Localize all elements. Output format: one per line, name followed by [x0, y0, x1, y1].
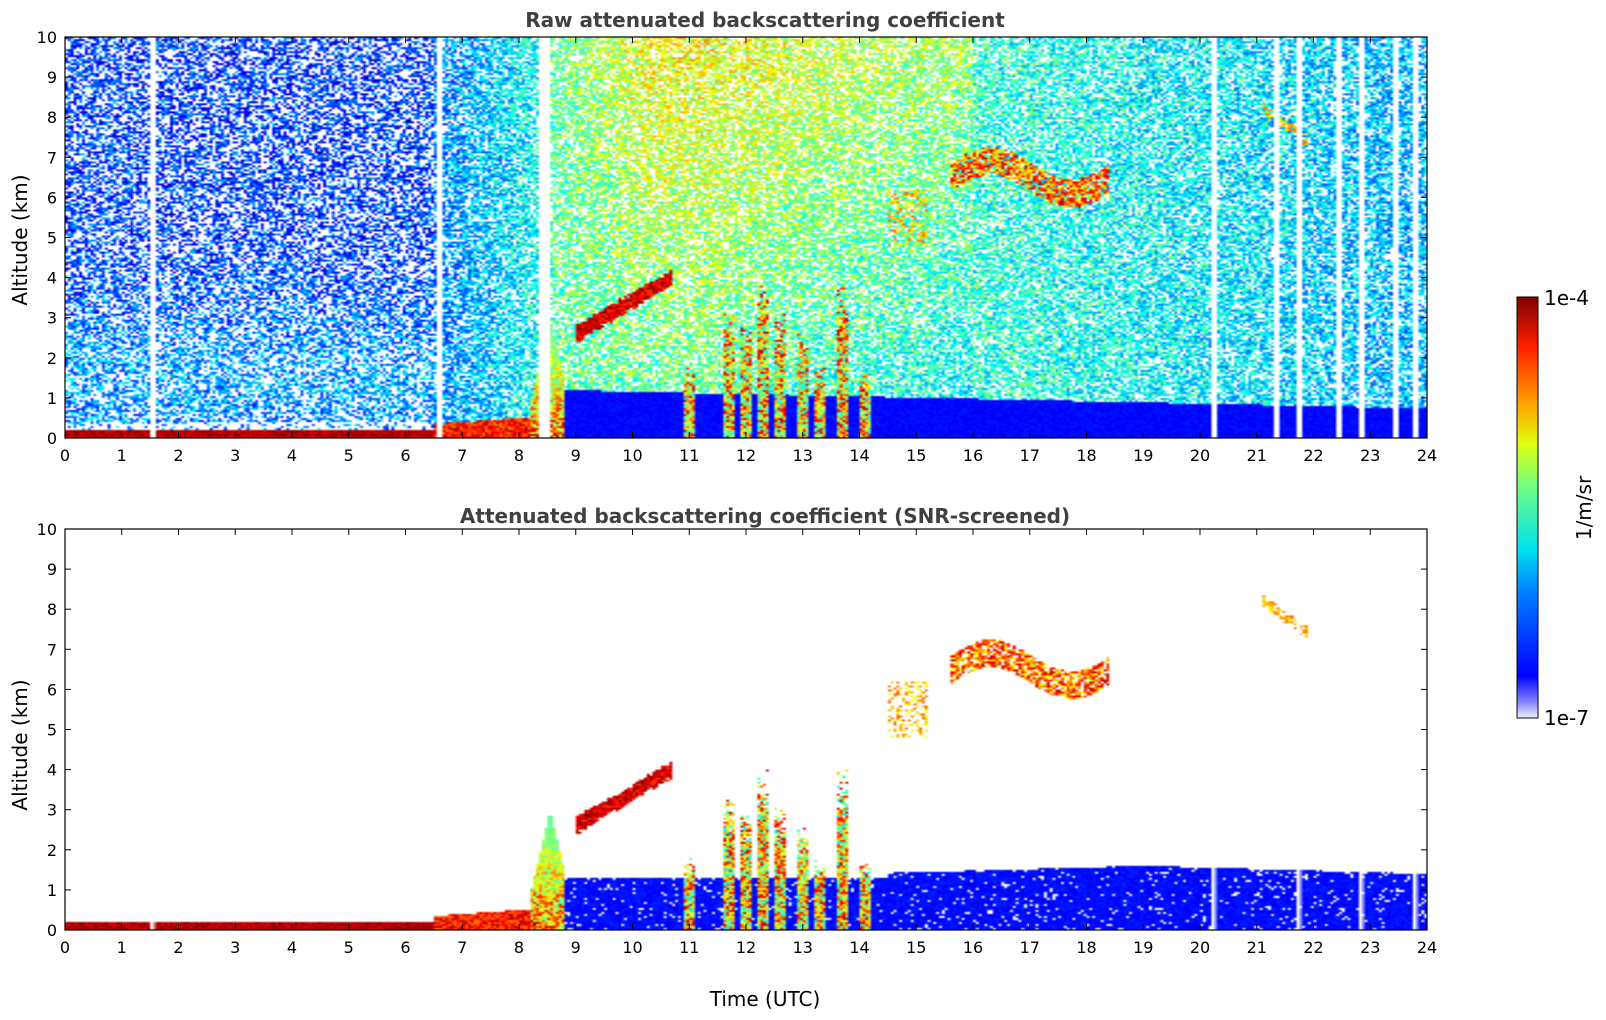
bottom-x-tick-label: 12	[736, 938, 756, 957]
top-x-tick-label: 17	[1020, 446, 1040, 465]
bottom-x-tick-label: 8	[514, 938, 524, 957]
top-y-tick-label: 2	[47, 349, 57, 368]
bottom-x-tick-label: 11	[679, 938, 699, 957]
top-x-tick-label: 10	[622, 446, 642, 465]
top-y-tick-label: 10	[37, 28, 57, 47]
bottom-chart-title: Attenuated backscattering coefficient (S…	[460, 504, 1070, 528]
top-x-tick-label: 11	[679, 446, 699, 465]
top-x-tick-label: 5	[344, 446, 354, 465]
top-chart-title: Raw attenuated backscattering coefficien…	[525, 8, 1005, 32]
bottom-y-tick-label: 4	[47, 761, 57, 780]
bottom-x-tick-label: 23	[1360, 938, 1380, 957]
top-x-tick-label: 8	[514, 446, 524, 465]
top-x-tick-label: 0	[60, 446, 70, 465]
colorbar-max-label: 1e-4	[1544, 286, 1589, 310]
top-y-tick-label: 9	[47, 68, 57, 87]
bottom-x-tick-label: 13	[793, 938, 813, 957]
colorbar	[1516, 296, 1539, 719]
bottom-x-tick-label: 14	[849, 938, 869, 957]
bottom-x-tick-label: 4	[287, 938, 297, 957]
top-y-tick-label: 5	[47, 229, 57, 248]
bottom-x-tick-label: 20	[1190, 938, 1210, 957]
top-x-tick-label: 2	[173, 446, 183, 465]
bottom-y-tick-label: 7	[47, 640, 57, 659]
top-y-tick-label: 3	[47, 309, 57, 328]
bottom-y-tick-label: 5	[47, 721, 57, 740]
bottom-x-tick-label: 2	[173, 938, 183, 957]
bottom-x-tick-label: 21	[1247, 938, 1267, 957]
bottom-x-tick-label: 22	[1303, 938, 1323, 957]
top-x-tick-label: 7	[457, 446, 467, 465]
bottom-y-tick-label: 3	[47, 801, 57, 820]
top-y-tick-label: 1	[47, 389, 57, 408]
bottom-x-tick-label: 24	[1417, 938, 1437, 957]
top-x-tick-label: 22	[1303, 446, 1323, 465]
top-x-tick-label: 16	[963, 446, 983, 465]
bottom-x-tick-label: 15	[906, 938, 926, 957]
bottom-y-tick-label: 10	[37, 520, 57, 539]
bottom-x-tick-label: 1	[117, 938, 127, 957]
bottom-x-tick-label: 18	[1076, 938, 1096, 957]
bottom-x-tick-label: 10	[622, 938, 642, 957]
bottom-y-tick-label: 1	[47, 881, 57, 900]
bottom-x-tick-label: 7	[457, 938, 467, 957]
bottom-y-tick-label: 6	[47, 680, 57, 699]
top-y-axis-label: Altitude (km)	[8, 174, 32, 305]
top-x-tick-label: 9	[571, 446, 581, 465]
bottom-x-tick-label: 9	[571, 938, 581, 957]
top-x-tick-label: 18	[1076, 446, 1096, 465]
bottom-x-tick-label: 0	[60, 938, 70, 957]
top-x-tick-label: 4	[287, 446, 297, 465]
top-y-tick-label: 4	[47, 269, 57, 288]
bottom-x-tick-label: 19	[1133, 938, 1153, 957]
x-axis-label: Time (UTC)	[709, 987, 821, 1011]
top-x-tick-label: 12	[736, 446, 756, 465]
bottom-y-tick-label: 9	[47, 560, 57, 579]
top-x-tick-label: 23	[1360, 446, 1380, 465]
top-x-tick-label: 19	[1133, 446, 1153, 465]
bottom-y-tick-label: 8	[47, 600, 57, 619]
top-x-tick-label: 1	[117, 446, 127, 465]
top-y-tick-label: 8	[47, 108, 57, 127]
top-y-tick-label: 0	[47, 429, 57, 448]
bottom-x-tick-label: 3	[230, 938, 240, 957]
top-x-tick-label: 13	[793, 446, 813, 465]
top-x-tick-label: 6	[400, 446, 410, 465]
top-x-tick-label: 21	[1247, 446, 1267, 465]
bottom-y-tick-label: 2	[47, 841, 57, 860]
colorbar-unit-label: 1/m/sr	[1572, 475, 1596, 540]
bottom-heatmap-image	[65, 529, 1427, 930]
bottom-x-tick-label: 17	[1020, 938, 1040, 957]
bottom-heatmap-panel: 0 1 2 3 4 5 6 7 8 9 10 11 12 13 14 15 16 17 18 19 20 21 22 23 24…	[37, 520, 1438, 957]
bottom-y-tick-label: 0	[47, 921, 57, 940]
bottom-x-tick-label: 16	[963, 938, 983, 957]
top-x-tick-label: 3	[230, 446, 240, 465]
top-x-tick-label: 15	[906, 446, 926, 465]
top-x-tick-label: 24	[1417, 446, 1437, 465]
bottom-x-tick-label: 5	[344, 938, 354, 957]
top-y-tick-label: 6	[47, 188, 57, 207]
top-x-tick-label: 20	[1190, 446, 1210, 465]
top-x-tick-label: 14	[849, 446, 869, 465]
top-heatmap-panel: 0 1 2 3 4 5 6 7 8 9 10 11 12 13 14 15 16 17 18 19 20 21 22 23 24…	[37, 28, 1438, 465]
bottom-x-tick-label: 6	[400, 938, 410, 957]
top-y-tick-label: 7	[47, 148, 57, 167]
top-heatmap-image	[65, 37, 1427, 438]
colorbar-min-label: 1e-7	[1544, 706, 1589, 730]
bottom-y-axis-label: Altitude (km)	[8, 679, 32, 810]
